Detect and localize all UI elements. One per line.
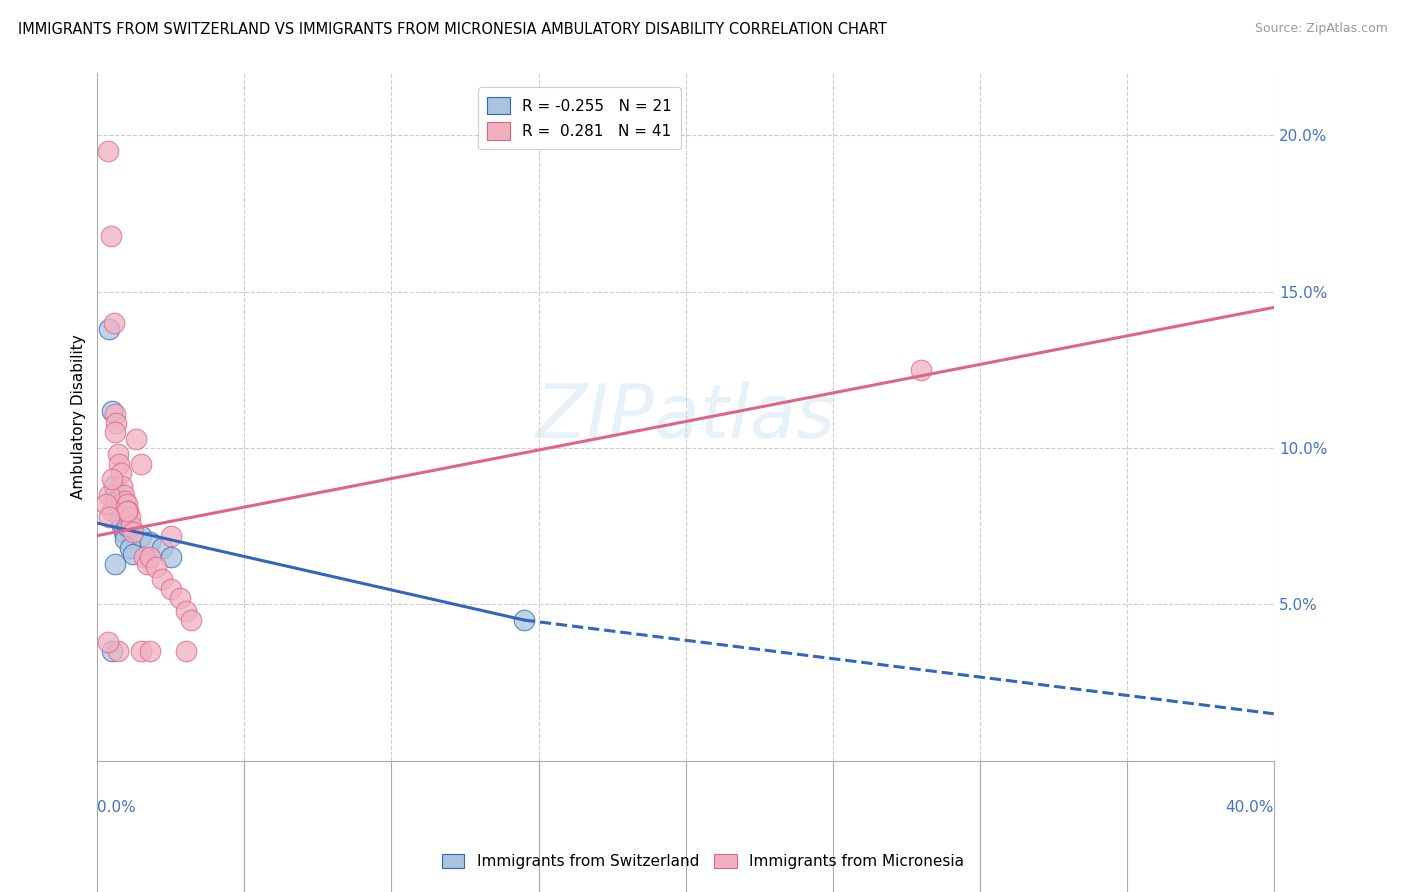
Point xyxy=(115,503,138,517)
Y-axis label: Ambulatory Disability: Ambulatory Disability xyxy=(72,334,86,500)
Point xyxy=(104,557,127,571)
Point xyxy=(97,144,120,158)
Point xyxy=(131,644,153,658)
Point xyxy=(108,457,131,471)
Point xyxy=(98,322,121,336)
Point xyxy=(136,557,159,571)
Point xyxy=(115,497,138,511)
Point xyxy=(98,488,121,502)
Point xyxy=(169,591,191,606)
Point xyxy=(111,519,134,533)
Point xyxy=(112,488,135,502)
Point xyxy=(150,573,173,587)
Point xyxy=(118,541,141,555)
Point xyxy=(150,541,173,555)
Text: ZIPatlas: ZIPatlas xyxy=(536,381,835,453)
Point xyxy=(112,525,135,540)
Point xyxy=(160,528,183,542)
Point xyxy=(104,407,127,421)
Point xyxy=(107,500,129,515)
Point xyxy=(103,316,125,330)
Point xyxy=(100,228,122,243)
Point xyxy=(139,550,162,565)
Point xyxy=(108,507,131,521)
Point xyxy=(139,534,162,549)
Point xyxy=(117,503,139,517)
Legend: Immigrants from Switzerland, Immigrants from Micronesia: Immigrants from Switzerland, Immigrants … xyxy=(436,848,970,875)
Legend: R = -0.255   N = 21, R =  0.281   N = 41: R = -0.255 N = 21, R = 0.281 N = 41 xyxy=(478,87,682,149)
Point xyxy=(101,644,124,658)
Point xyxy=(96,497,118,511)
Point xyxy=(118,509,141,524)
Point xyxy=(124,432,146,446)
Point xyxy=(174,604,197,618)
Point xyxy=(180,613,202,627)
Point xyxy=(910,363,932,377)
Point xyxy=(513,613,536,627)
Point xyxy=(134,550,156,565)
Point xyxy=(98,509,121,524)
Point xyxy=(103,478,125,492)
Point xyxy=(120,519,142,533)
Point xyxy=(111,478,134,492)
Point xyxy=(139,644,162,658)
Point xyxy=(115,519,138,533)
Point xyxy=(160,582,183,596)
Point xyxy=(110,513,132,527)
Point xyxy=(101,403,124,417)
Text: 0.0%: 0.0% xyxy=(97,799,136,814)
Point xyxy=(121,525,143,540)
Point xyxy=(101,472,124,486)
Text: IMMIGRANTS FROM SWITZERLAND VS IMMIGRANTS FROM MICRONESIA AMBULATORY DISABILITY : IMMIGRANTS FROM SWITZERLAND VS IMMIGRANT… xyxy=(18,22,887,37)
Point xyxy=(104,425,127,440)
Text: Source: ZipAtlas.com: Source: ZipAtlas.com xyxy=(1254,22,1388,36)
Point xyxy=(121,547,143,561)
Point xyxy=(131,528,153,542)
Point xyxy=(174,644,197,658)
Point xyxy=(107,447,129,461)
Text: 40.0%: 40.0% xyxy=(1226,799,1274,814)
Point xyxy=(110,466,132,480)
Point xyxy=(114,494,136,508)
Point xyxy=(104,488,127,502)
Point xyxy=(105,416,128,430)
Point xyxy=(97,635,120,649)
Point xyxy=(131,457,153,471)
Point xyxy=(101,503,124,517)
Point xyxy=(107,644,129,658)
Point xyxy=(114,532,136,546)
Point xyxy=(160,550,183,565)
Point xyxy=(145,560,167,574)
Point xyxy=(105,494,128,508)
